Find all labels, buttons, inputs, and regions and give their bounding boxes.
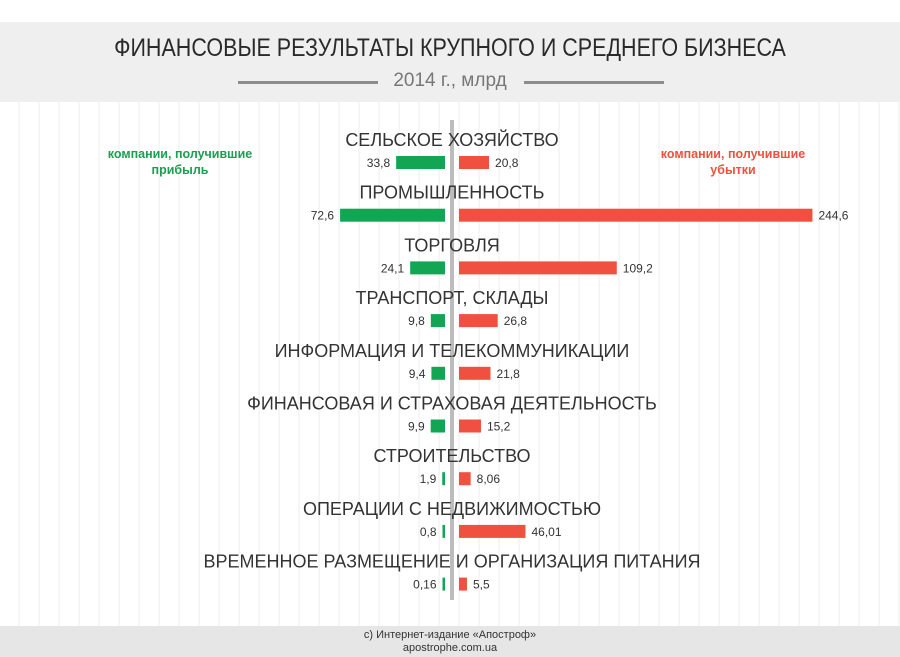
- loss-bar: [459, 577, 467, 591]
- loss-value-label: 8,06: [477, 472, 501, 486]
- legend-loss: компании, получившие убытки: [660, 147, 806, 177]
- category-label: ТРАНСПОРТ, СКЛАДЫ: [356, 288, 549, 308]
- chart-subtitle: 2014 г., млрд: [393, 70, 507, 91]
- loss-value-label: 15,2: [487, 420, 511, 434]
- loss-bar: [459, 472, 471, 486]
- center-axis: [450, 120, 454, 600]
- loss-value-label: 244,6: [818, 209, 848, 223]
- subtitle-rule-right: [524, 81, 664, 84]
- chart-title: ФИНАНСОВЫЕ РЕЗУЛЬТАТЫ КРУПНОГО И СРЕДНЕГ…: [114, 34, 786, 62]
- loss-bar: [459, 366, 491, 380]
- profit-value-label: 72,6: [311, 209, 335, 223]
- profit-value-label: 9,8: [408, 314, 425, 328]
- profit-value-label: 1,9: [420, 472, 437, 486]
- loss-bar: [459, 314, 498, 328]
- category-label: ТОРГОВЛЯ: [404, 235, 500, 255]
- profit-bar: [431, 366, 445, 380]
- profit-value-label: 33,8: [367, 156, 391, 170]
- profit-bar: [396, 156, 445, 169]
- category-label: ПРОМЫШЛЕННОСТЬ: [359, 183, 544, 203]
- footer-url: apostrophe.com.ua: [402, 642, 498, 654]
- category-label: ИНФОРМАЦИЯ И ТЕЛЕКОММУНИКАЦИИ: [275, 341, 630, 361]
- top-strip: [0, 0, 900, 22]
- loss-value-label: 21,8: [497, 367, 521, 381]
- category-label: СЕЛЬСКОЕ ХОЗЯЙСТВО: [345, 129, 558, 150]
- profit-value-label: 0,8: [420, 525, 437, 539]
- loss-bar: [459, 156, 490, 169]
- subtitle-rule-left: [238, 81, 378, 84]
- loss-value-label: 20,8: [495, 156, 519, 170]
- loss-bar: [459, 208, 813, 222]
- loss-bar: [459, 261, 617, 275]
- profit-value-label: 24,1: [381, 261, 405, 275]
- profit-value-label: 0,16: [413, 578, 437, 592]
- loss-value-label: 5,5: [473, 578, 490, 592]
- loss-value-label: 109,2: [623, 261, 653, 275]
- footer-credit: с) Интернет-издание «Апостроф»: [363, 629, 537, 641]
- category-label: ФИНАНСОВАЯ И СТРАХОВАЯ ДЕЯТЕЛЬНОСТЬ: [247, 394, 657, 414]
- legend-profit: компании, получившие прибыль: [107, 147, 253, 177]
- profit-bar: [410, 261, 445, 275]
- profit-bar: [340, 208, 445, 222]
- loss-value-label: 46,01: [531, 525, 561, 539]
- profit-value-label: 9,9: [408, 420, 425, 434]
- loss-bar: [459, 419, 481, 433]
- category-label: СТРОИТЕЛЬСТВО: [374, 446, 531, 466]
- profit-bar: [442, 524, 445, 538]
- category-label: ВРЕМЕННОЕ РАЗМЕЩЕНИЕ И ОРГАНИЗАЦИЯ ПИТАН…: [203, 552, 700, 572]
- profit-bar: [430, 419, 445, 433]
- loss-value-label: 26,8: [504, 314, 528, 328]
- profit-value-label: 9,4: [409, 367, 426, 381]
- profit-bar: [430, 314, 445, 328]
- category-label: ОПЕРАЦИИ С НЕДВИЖИМОСТЬЮ: [303, 499, 601, 519]
- footer: с) Интернет-издание «Апостроф» apostroph…: [0, 626, 900, 657]
- profit-bar: [442, 577, 445, 591]
- loss-bar: [459, 524, 526, 538]
- chart-header: ФИНАНСОВЫЕ РЕЗУЛЬТАТЫ КРУПНОГО И СРЕДНЕГ…: [0, 22, 900, 102]
- profit-bar: [442, 472, 445, 486]
